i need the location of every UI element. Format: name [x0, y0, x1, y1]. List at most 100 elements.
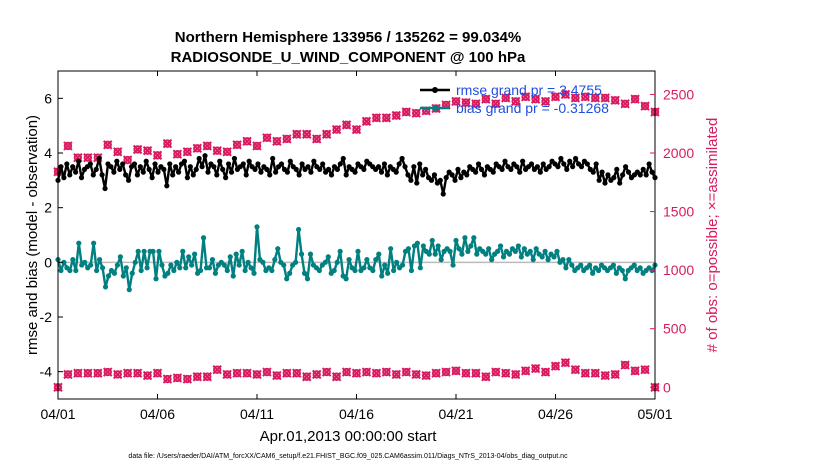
obs-assimilated-point — [610, 369, 620, 380]
obs-assimilated-point — [232, 368, 242, 378]
bias-point — [521, 246, 527, 252]
rmse-point — [337, 161, 343, 167]
obs-assimilated-point — [640, 365, 650, 375]
obs-assimilated-cross-b — [371, 368, 382, 378]
rmse-point — [149, 175, 155, 181]
bias-point — [462, 235, 468, 241]
bias-point — [388, 246, 394, 252]
bias-point — [459, 251, 465, 257]
rmse-point — [146, 166, 152, 172]
bias-point — [453, 237, 459, 244]
obs-assimilated-point — [321, 367, 332, 377]
bias-point — [563, 265, 569, 271]
obs-possible-point — [481, 94, 491, 104]
obs-assimilated-circle — [451, 366, 461, 376]
obs-assimilated-circle — [402, 367, 411, 377]
obs-assimilated-circle — [372, 369, 381, 378]
bias-point — [486, 246, 492, 252]
obs-assimilated-point — [560, 357, 571, 368]
bias-point — [209, 257, 216, 263]
obs-assimilated-cross-b — [421, 370, 431, 381]
obs-assimilated-circle — [252, 370, 262, 379]
obs-assimilated-circle — [193, 372, 202, 381]
obs-assimilated-circle — [571, 365, 580, 374]
bias-point — [94, 267, 100, 274]
bias-point — [578, 262, 584, 268]
rmse-point — [293, 166, 299, 172]
rmse-point — [184, 175, 190, 181]
rmse-point — [431, 172, 438, 178]
obs-assimilated-circle — [163, 374, 172, 384]
obs-possible-circle — [581, 92, 590, 101]
y-axis-right: 0 500 1000 1500 2000 2500 — [650, 86, 694, 395]
obs-assimilated-point — [152, 368, 163, 378]
y-left-tick-label: 0 — [44, 254, 52, 270]
bias-point — [355, 248, 361, 254]
obs-possible-circle — [143, 146, 152, 155]
obs-possible-circle — [113, 147, 122, 157]
bias-point — [275, 246, 281, 252]
obs-possible-cross-b — [262, 133, 272, 143]
obs-possible-cross-b — [520, 92, 531, 102]
obs-assimilated-cross-b — [580, 368, 591, 378]
rmse-point — [408, 177, 414, 183]
rmse-point — [590, 169, 596, 175]
rmse-point — [196, 155, 202, 162]
bias-point — [141, 248, 147, 254]
obs-assimilated-circle — [342, 367, 351, 377]
obs-possible-circle — [252, 141, 262, 151]
bias-point — [183, 265, 189, 271]
bias-point — [293, 259, 299, 265]
bias-point — [474, 251, 480, 257]
bias-point — [590, 270, 596, 276]
bias-point — [120, 273, 126, 279]
bias-point — [595, 267, 602, 274]
rmse-point — [90, 172, 96, 178]
obs-possible-point — [331, 124, 342, 135]
obs-possible-cross-b — [311, 134, 322, 144]
rmse-point — [537, 169, 543, 175]
obs-assimilated-cross-b — [282, 368, 292, 378]
rmse-point — [117, 166, 123, 172]
bias-point — [471, 235, 477, 241]
x-tick-label: 04/06 — [140, 406, 175, 422]
rmse-point — [278, 161, 285, 167]
rmse-point — [217, 158, 223, 164]
bias-point — [414, 240, 420, 246]
obs-assimilated-circle — [93, 369, 103, 378]
obs-assimilated-cross-b — [540, 367, 551, 377]
bias-point — [465, 248, 471, 254]
rmse-point — [220, 166, 226, 172]
obs-possible-cross-b — [232, 140, 242, 150]
obs-assimilated-circle — [491, 367, 500, 377]
bias-point — [613, 270, 619, 276]
obs-assimilated-circle — [222, 370, 232, 379]
rmse-point — [214, 172, 220, 178]
obs-assimilated-circle — [471, 369, 481, 378]
obs-assimilated-cross-b — [202, 372, 212, 382]
obs-possible-circle — [491, 99, 500, 109]
rmse-point — [570, 164, 576, 170]
obs-possible-cross-b — [242, 136, 252, 146]
obs-assimilated-cross-b — [122, 368, 133, 378]
rmse-point — [540, 161, 546, 167]
bias-point — [539, 254, 545, 260]
rmse-point — [96, 155, 102, 162]
bias-point — [379, 273, 385, 279]
obs-assimilated-cross-b — [152, 368, 163, 378]
bias-point — [126, 287, 132, 293]
bias-point — [168, 262, 174, 268]
bias-point — [114, 262, 121, 268]
obs-assimilated-cross-b — [620, 360, 630, 370]
obs-assimilated-point — [481, 372, 491, 382]
obs-assimilated-cross-b — [242, 368, 252, 378]
obs-assimilated-cross-b — [262, 367, 272, 377]
rmse-point — [393, 169, 399, 175]
bias-point — [420, 243, 426, 249]
obs-possible-cross-b — [83, 152, 93, 163]
bias-point — [322, 259, 328, 265]
obs-possible-point — [202, 141, 212, 151]
x-tick-label: 04/01 — [40, 406, 75, 422]
obs-possible-circle — [352, 125, 361, 134]
bias-point — [435, 243, 441, 249]
